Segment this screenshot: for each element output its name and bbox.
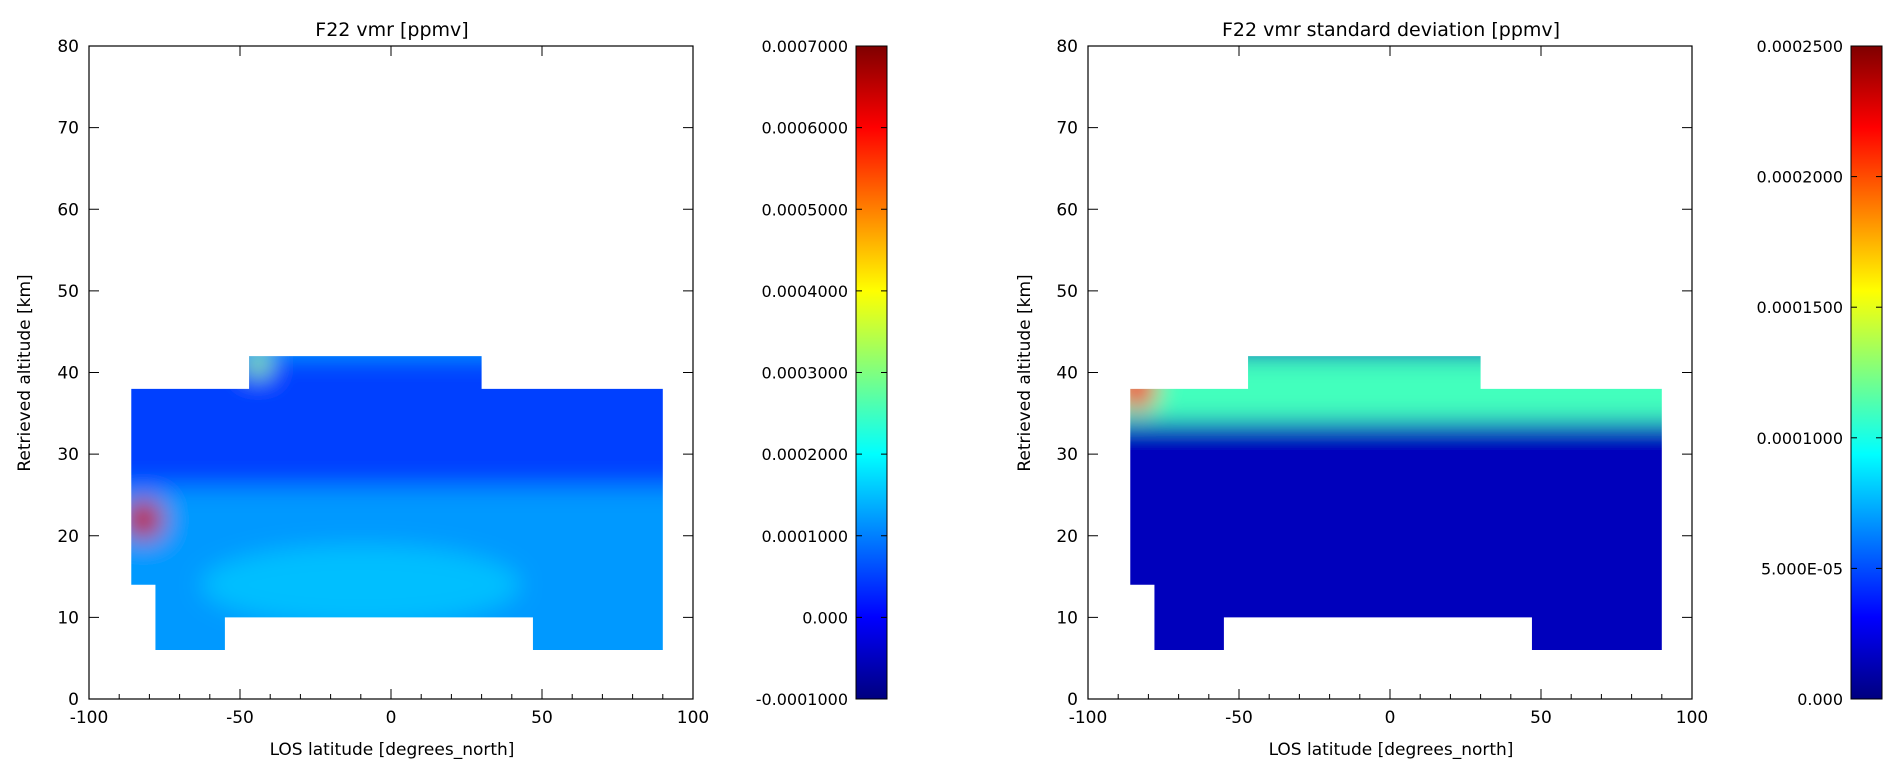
x-tick-label: 50 bbox=[531, 708, 553, 728]
colorbar-tick-label: 0.0001500 bbox=[1756, 298, 1843, 317]
colorbar-tick-label: 0.0004000 bbox=[761, 282, 848, 301]
heatmap-area bbox=[1130, 356, 1662, 651]
panel-vmr: F22 vmr [ppmv] -100 -50 0 50 100 0 10 20 30 40 50… bbox=[15, 19, 888, 760]
x-axis: -100 -50 0 50 100 bbox=[1069, 46, 1708, 728]
chart-title: F22 vmr [ppmv] bbox=[315, 19, 468, 41]
colorbar-tick-label: 0.0001000 bbox=[761, 527, 848, 546]
y-tick-label: 50 bbox=[57, 282, 79, 302]
y-tick-label: 70 bbox=[57, 119, 79, 139]
colorbar-tick-label: 0.0001000 bbox=[1756, 429, 1843, 448]
colorbar-tick-label: 0.0007000 bbox=[761, 37, 848, 56]
x-axis: -100 -50 0 50 100 bbox=[70, 46, 709, 728]
x-axis-label: LOS latitude [degrees_north] bbox=[270, 740, 515, 760]
y-tick-label: 30 bbox=[1056, 445, 1078, 465]
y-tick-label: 0 bbox=[1067, 690, 1078, 710]
y-tick-label: 10 bbox=[57, 608, 79, 628]
colorbar-ticks: -0.0001000 0.000 0.0001000 0.0002000 0.00030… bbox=[756, 37, 887, 709]
colorbar-tick-label: 0.0006000 bbox=[761, 119, 848, 138]
heatmap-hotspot bbox=[131, 499, 164, 540]
x-tick-label: 0 bbox=[1385, 708, 1396, 728]
y-tick-label: 40 bbox=[57, 364, 79, 384]
panel-std: F22 vmr standard deviation [ppmv] -100 -5… bbox=[1015, 19, 1883, 760]
colorbar-tick-label: 0.0003000 bbox=[761, 364, 848, 383]
y-tick-label: 40 bbox=[1056, 364, 1078, 384]
y-tick-label: 30 bbox=[57, 445, 79, 465]
heatmap-hotspot bbox=[1130, 368, 1157, 409]
y-tick-label: 20 bbox=[1056, 527, 1078, 547]
heatmap-edge-high bbox=[246, 356, 271, 377]
x-tick-label: 100 bbox=[1676, 708, 1708, 728]
y-tick-label: 50 bbox=[1056, 282, 1078, 302]
y-axis: 0 10 20 30 40 50 60 70 80 bbox=[57, 37, 693, 710]
colorbar-tick-label: -0.0001000 bbox=[756, 690, 848, 709]
colorbar-tick-label: 5.000E-05 bbox=[1761, 559, 1843, 578]
x-tick-label: 100 bbox=[677, 708, 709, 728]
colorbar bbox=[1850, 45, 1883, 700]
colorbar-tick-label: 0.000 bbox=[1797, 690, 1843, 709]
x-tick-label: -100 bbox=[70, 708, 109, 728]
heatmap-upper-layer bbox=[1130, 356, 1662, 422]
x-tick-label: -50 bbox=[1225, 708, 1253, 728]
colorbar-tick-label: 0.0002000 bbox=[1756, 168, 1843, 187]
y-tick-label: 60 bbox=[1056, 200, 1078, 220]
y-tick-label: 70 bbox=[1056, 119, 1078, 139]
chart-title: F22 vmr standard deviation [ppmv] bbox=[1222, 19, 1560, 41]
y-tick-label: 80 bbox=[57, 37, 79, 57]
colorbar-tick-label: 0.0002000 bbox=[761, 445, 848, 464]
y-tick-label: 10 bbox=[1056, 608, 1078, 628]
x-tick-label: -100 bbox=[1069, 708, 1108, 728]
x-axis-label: LOS latitude [degrees_north] bbox=[1269, 740, 1514, 760]
y-tick-label: 80 bbox=[1056, 37, 1078, 57]
x-tick-label: -50 bbox=[226, 708, 254, 728]
x-tick-label: 0 bbox=[386, 708, 397, 728]
colorbar-tick-label: 0.0005000 bbox=[761, 200, 848, 219]
y-tick-label: 0 bbox=[68, 690, 79, 710]
heatmap-area bbox=[131, 356, 663, 651]
y-tick-label: 20 bbox=[57, 527, 79, 547]
heatmap-lower-enhancement bbox=[200, 544, 521, 625]
y-axis: 0 10 20 30 40 50 60 70 80 bbox=[1056, 37, 1692, 710]
colorbar-tick-label: 0.000 bbox=[802, 608, 848, 627]
y-tick-label: 60 bbox=[57, 200, 79, 220]
colorbar-tick-label: 0.0002500 bbox=[1756, 37, 1843, 56]
heatmap-upper-layer bbox=[131, 356, 663, 487]
colorbar-ticks: 0.000 5.000E-05 0.0001000 0.0001500 0.000200… bbox=[1756, 37, 1882, 709]
x-tick-label: 50 bbox=[1530, 708, 1552, 728]
y-axis-label: Retrieved altitude [km] bbox=[15, 274, 35, 471]
y-axis-label: Retrieved altitude [km] bbox=[1015, 274, 1035, 471]
